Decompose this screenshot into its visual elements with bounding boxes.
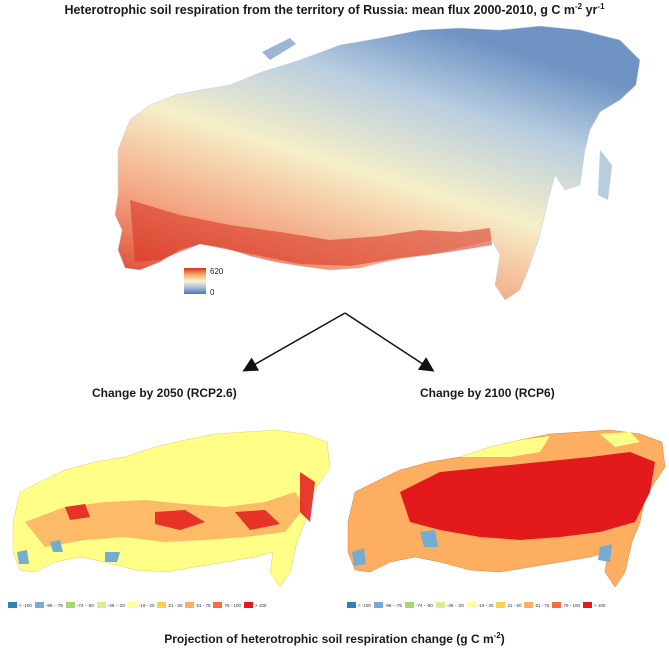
legend-swatch: [373, 602, 383, 608]
legend-item: -74 - -50: [404, 602, 433, 608]
arrow-right: [344, 312, 435, 372]
bottom-title: Projection of heterotrophic soil respira…: [164, 631, 505, 646]
legend-left: < -100 -99 - -75 -74 - -50 -49 - -20 -19…: [8, 602, 269, 608]
arrows: [242, 312, 435, 372]
legend-item: -49 - -20: [96, 602, 125, 608]
legend-item: 75 - 100: [552, 602, 580, 608]
legend-item: -49 - -20: [435, 602, 464, 608]
legend-swatch: [127, 602, 137, 608]
legend-swatch: [435, 602, 445, 608]
legend-item: -99 - -75: [34, 602, 63, 608]
colorbar: [184, 268, 206, 294]
legend-item: -19 - 20: [127, 602, 154, 608]
southern-high-flux-band: [130, 200, 492, 266]
legend-swatch: [552, 602, 562, 608]
legend-item: -99 - -75: [373, 602, 402, 608]
legend-swatch: [213, 602, 223, 608]
legend-swatch: [96, 602, 106, 608]
legend-item: 21 - 50: [496, 602, 521, 608]
main-title: Heterotrophic soil respiration from the …: [64, 2, 605, 18]
legend-item: 51 - 75: [185, 602, 210, 608]
legend-item: 75 - 100: [213, 602, 241, 608]
legend-swatch: [524, 602, 534, 608]
yellow-north: [460, 432, 640, 457]
novaya-zemlya-island: [262, 38, 296, 60]
legend-item: 51 - 75: [524, 602, 549, 608]
legend-swatch: [244, 602, 253, 608]
projection-map-2100: [347, 429, 666, 588]
colorbar-min-label: 0: [210, 288, 215, 297]
legend-swatch: [347, 602, 356, 608]
colorbar-max-label: 620: [210, 267, 224, 276]
legend-swatch: [8, 602, 17, 608]
legend-item: 21 - 50: [157, 602, 182, 608]
projection-map-2050: [12, 429, 331, 588]
legend-swatch: [583, 602, 592, 608]
legend-swatch: [404, 602, 414, 608]
legend-item: > 100: [583, 602, 605, 608]
legend-swatch: [65, 602, 75, 608]
legend-swatch: [34, 602, 44, 608]
legend-item: < -100: [8, 602, 32, 608]
left-panel-title: Change by 2050 (RCP2.6): [92, 386, 237, 400]
legend-swatch: [466, 602, 476, 608]
arrow-left: [242, 312, 346, 372]
legend-right: < -100 -99 - -75 -74 - -50 -49 - -20 -19…: [347, 602, 608, 608]
legend-item: > 100: [244, 602, 266, 608]
legend-swatch: [496, 602, 506, 608]
legend-swatch: [185, 602, 195, 608]
legend-item: -19 - 20: [466, 602, 493, 608]
red-patches: [65, 472, 315, 530]
red-core: [400, 452, 655, 540]
mean-flux-map: [114, 25, 641, 300]
right-panel-title: Change by 2100 (RCP6): [420, 386, 555, 400]
legend-item: -74 - -50: [65, 602, 94, 608]
kamchatka: [598, 150, 612, 200]
legend-item: < -100: [347, 602, 371, 608]
legend-swatch: [157, 602, 167, 608]
blue-patches: [17, 540, 120, 564]
